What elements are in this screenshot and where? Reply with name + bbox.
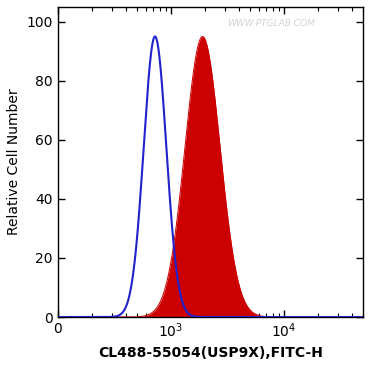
X-axis label: CL488-55054(USP9X),FITC-H: CL488-55054(USP9X),FITC-H bbox=[98, 346, 323, 360]
Text: WWW.PTGLAB.COM: WWW.PTGLAB.COM bbox=[228, 19, 315, 28]
Y-axis label: Relative Cell Number: Relative Cell Number bbox=[7, 89, 21, 235]
